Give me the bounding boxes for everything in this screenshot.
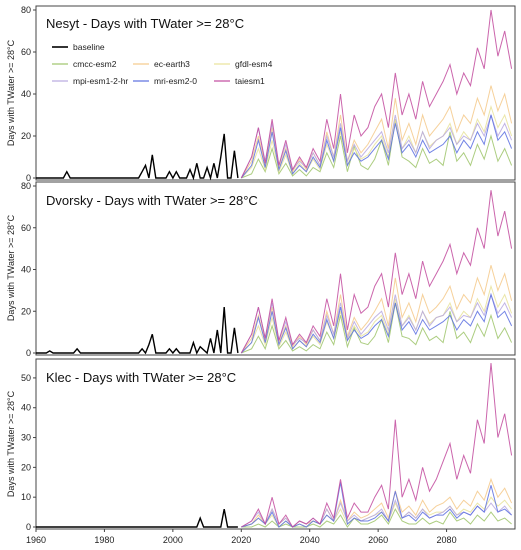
chart-title: Nesyt - Days with TWater >= 28°C [46, 16, 244, 31]
series-line-gfdl-esm4 [240, 104, 513, 179]
y-ticks: 0 10 20 30 40 50 [21, 373, 36, 532]
series-line-ec-earth3 [240, 85, 513, 179]
series-line-mri-esm2-0 [240, 292, 513, 354]
y-tick-label: 0 [26, 173, 31, 183]
chart-title: Klec - Days with TWater >= 28°C [46, 370, 236, 385]
plot-area [35, 358, 516, 530]
chart-panel-dvorsky: Dvorsky - Days with TWater >= 28°C Days … [6, 181, 516, 358]
y-ticks: 0 20 40 60 80 [21, 181, 36, 358]
y-tick-label: 20 [21, 462, 31, 472]
y-tick-label: 60 [21, 47, 31, 57]
series-line-cmcc-esm2 [241, 119, 513, 179]
legend-label: taiesm1 [235, 76, 265, 86]
series-line-taiesm1 [240, 190, 513, 354]
legend-label: gfdl-esm4 [235, 59, 273, 69]
x-axis-ticks: 1960 1980 2000 2020 2040 2060 2080 [26, 529, 457, 545]
series-lines [36, 362, 513, 528]
x-tick-label: 2000 [163, 535, 183, 545]
series-line-gfdl-esm4 [240, 284, 513, 354]
legend-label: cmcc-esm2 [73, 59, 117, 69]
y-tick-label: 80 [21, 5, 31, 15]
x-tick-label: 2080 [437, 535, 457, 545]
y-tick-label: 10 [21, 492, 31, 502]
series-line-baseline [36, 307, 239, 355]
x-tick-label: 1980 [94, 535, 114, 545]
y-tick-label: 20 [21, 131, 31, 141]
series-line-cmcc-esm2 [241, 508, 512, 528]
legend-label: ec-earth3 [154, 59, 190, 69]
y-tick-label: 40 [21, 403, 31, 413]
series-line-mri-esm2-0 [241, 482, 512, 528]
series-line-mri-esm2-0 [240, 114, 513, 179]
series-line-ec-earth3 [240, 265, 513, 354]
y-tick-label: 40 [21, 89, 31, 99]
series-lines [36, 9, 513, 181]
series-lines [36, 190, 513, 355]
y-tick-label: 40 [21, 265, 31, 275]
y-tick-label: 20 [21, 306, 31, 316]
series-line-mpi-esm1-2-hr [240, 293, 513, 354]
y-tick-label: 60 [21, 223, 31, 233]
chart-title: Dvorsky - Days with TWater >= 28°C [46, 193, 258, 208]
legend-label: mri-esm2-0 [154, 76, 197, 86]
series-line-baseline [36, 133, 239, 181]
series-line-baseline [36, 508, 238, 528]
series-line-taiesm1 [241, 362, 513, 528]
legend-label: mpi-esm1-2-hr [73, 76, 128, 86]
x-tick-label: 1960 [26, 535, 46, 545]
series-line-taiesm1 [240, 9, 513, 179]
series-line-cmcc-esm2 [241, 302, 513, 354]
legend: baseline cmcc-esm2 ec-earth3 gfdl-esm4 mpi-e… [52, 42, 273, 86]
x-tick-label: 2040 [300, 535, 320, 545]
y-axis-label: Days with TWater >= 28°C [6, 39, 16, 146]
y-tick-label: 30 [21, 433, 31, 443]
x-tick-label: 2020 [231, 535, 251, 545]
y-axis-label: Days with TWater >= 28°C [6, 390, 16, 497]
chart-panel-klec: Klec - Days with TWater >= 28°C Days wit… [6, 358, 516, 532]
y-axis-label: Days with TWater >= 28°C [6, 214, 16, 321]
y-tick-label: 50 [21, 373, 31, 383]
y-tick-label: 0 [26, 348, 31, 358]
y-tick-label: 80 [21, 181, 31, 191]
legend-label: baseline [73, 42, 105, 52]
y-ticks: 0 20 40 60 80 [21, 5, 36, 183]
y-tick-label: 0 [26, 522, 31, 532]
chart-panel-nesyt: Nesyt - Days with TWater >= 28°C Days wi… [6, 5, 516, 183]
x-tick-label: 2060 [368, 535, 388, 545]
